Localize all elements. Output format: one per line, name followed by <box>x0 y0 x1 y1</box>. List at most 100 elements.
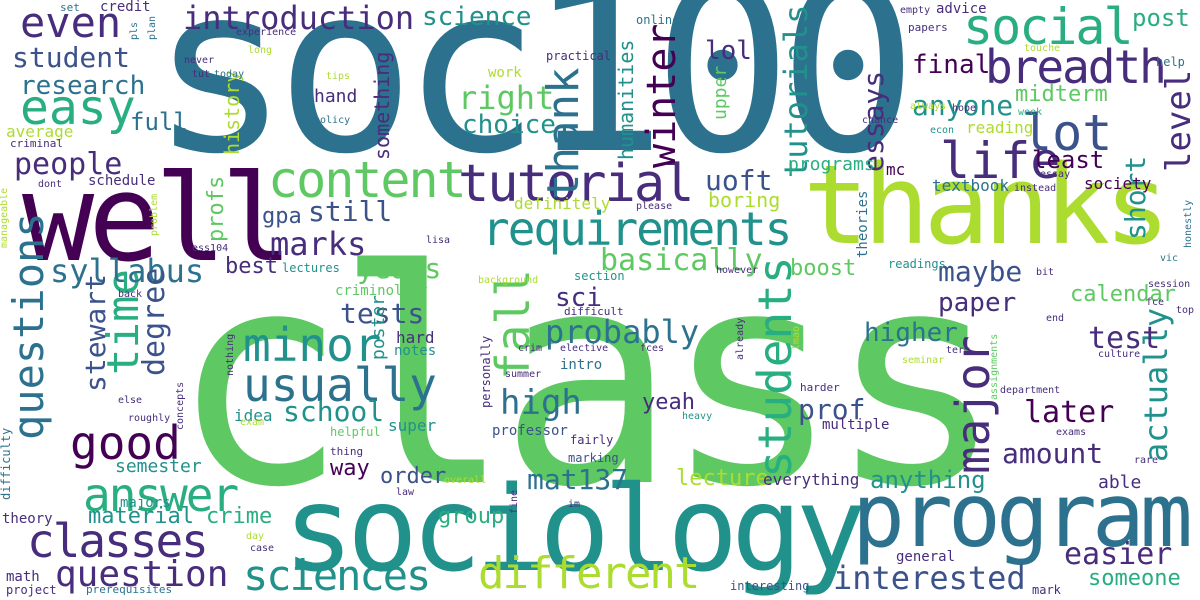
word-school: school <box>283 395 385 428</box>
word-set: set <box>60 1 80 14</box>
word-never: never <box>184 55 215 66</box>
word-history: history <box>220 70 244 155</box>
word-able: able <box>1098 472 1142 493</box>
word-sci: sci <box>555 283 602 313</box>
word-everything: everything <box>763 470 860 489</box>
word-boost: boost <box>790 256 857 281</box>
word-lot: lot <box>1022 104 1113 162</box>
word-program: program <box>852 464 1193 567</box>
word-culture: culture <box>1098 349 1141 360</box>
word-thanks: thanks <box>803 141 1170 269</box>
word-day: day <box>246 531 265 542</box>
word-well: well <box>22 150 293 289</box>
word-thing: thing <box>330 445 364 458</box>
word-dont: dont <box>38 179 63 190</box>
word-department: department <box>1000 385 1061 396</box>
word-exams: exams <box>1056 427 1087 438</box>
word-level: level <box>1159 69 1199 172</box>
word-fine: fine <box>509 489 520 514</box>
word-social: social <box>963 0 1134 56</box>
word-criminal: criminal <box>10 137 63 150</box>
word-practical: practical <box>546 49 612 63</box>
word-week: week <box>1018 107 1043 118</box>
word-semester: semester <box>115 456 202 477</box>
word-lol: lol <box>705 36 752 66</box>
word-credit: credit <box>100 0 151 15</box>
word-difficult: difficult <box>564 305 624 318</box>
word-content: content <box>268 151 467 209</box>
word-intro: intro <box>560 357 603 373</box>
word-profs: profs <box>204 175 229 242</box>
word-stewart: stewart <box>79 273 112 392</box>
word-boring: boring <box>708 188 781 212</box>
word-project: project <box>6 583 57 597</box>
word-honestly: honestly <box>1183 199 1194 248</box>
word-minor: minor <box>243 318 382 372</box>
word-right: right <box>458 79 555 117</box>
word-lectures: lectures <box>282 261 340 275</box>
word-readings: readings <box>888 257 946 271</box>
word-best: best <box>225 254 278 279</box>
word-class: class <box>170 207 1005 552</box>
word-way: way <box>330 456 370 481</box>
word-order: order <box>380 464 447 489</box>
word-usually: usually <box>243 358 437 412</box>
word-fces: fces <box>640 343 665 354</box>
word-interested: interested <box>833 559 1026 597</box>
word-elective: elective <box>560 343 609 354</box>
word-short: short <box>1119 155 1152 240</box>
word-material: material <box>88 504 194 529</box>
word-mat137: mat137 <box>527 463 629 496</box>
word-sociology: sociology <box>283 460 866 598</box>
word-soc100: soc100 <box>150 0 918 205</box>
word-tut: tut <box>192 69 211 80</box>
word-humanities: humanities <box>614 39 638 160</box>
word-exam: exam <box>240 417 265 428</box>
word-tutorials: tutorials <box>777 4 815 178</box>
word-research: research <box>20 71 146 101</box>
word-hope: hope <box>952 103 977 114</box>
word-still: still <box>308 195 393 228</box>
word-final: final <box>912 50 991 80</box>
word-difficulty: difficulty <box>0 427 13 500</box>
word-even: even <box>20 0 122 47</box>
word-midterm: midterm <box>1015 82 1108 107</box>
word-something: something <box>370 51 394 160</box>
word-background: background <box>478 275 539 286</box>
word-assignments: assignments <box>989 333 1000 400</box>
word-paper: paper <box>938 288 1017 318</box>
word-question: question <box>55 554 229 595</box>
word-uoft: uoft <box>705 164 773 197</box>
word-anyone: anyone <box>912 89 1014 122</box>
word-people: people <box>14 147 123 182</box>
word-fce: fce <box>1146 297 1165 308</box>
word-overall: overall <box>444 475 487 486</box>
word-schedule: schedule <box>88 173 156 189</box>
word-society: society <box>1084 174 1152 193</box>
word-breadth: breadth <box>985 40 1167 94</box>
word-least: least <box>1032 146 1105 174</box>
word-student: student <box>12 41 131 74</box>
word-introduction: introduction <box>183 0 415 37</box>
word-programs: programs <box>788 154 875 175</box>
word-however: however <box>716 265 759 276</box>
word-summer: summer <box>505 369 542 380</box>
word-tips: tips <box>326 71 351 82</box>
word-marking: marking <box>568 451 619 465</box>
word-amount: amount <box>1002 437 1104 470</box>
word-crime: crime <box>206 504 273 529</box>
word-back: back <box>118 289 143 300</box>
word-always: always <box>910 101 947 112</box>
word-empty: empty <box>900 5 931 16</box>
word-lmao: lmao <box>791 325 802 350</box>
word-section: section <box>574 269 625 283</box>
word-textbook: textbook <box>932 176 1010 195</box>
word-problem: problem <box>149 193 160 236</box>
word-essay: essay <box>1040 169 1071 180</box>
word-choice: choice <box>462 110 556 140</box>
word-sciences: sciences <box>243 551 431 600</box>
word-different: different <box>478 548 700 599</box>
word-harder: harder <box>800 381 840 394</box>
word-super: super <box>388 416 437 435</box>
